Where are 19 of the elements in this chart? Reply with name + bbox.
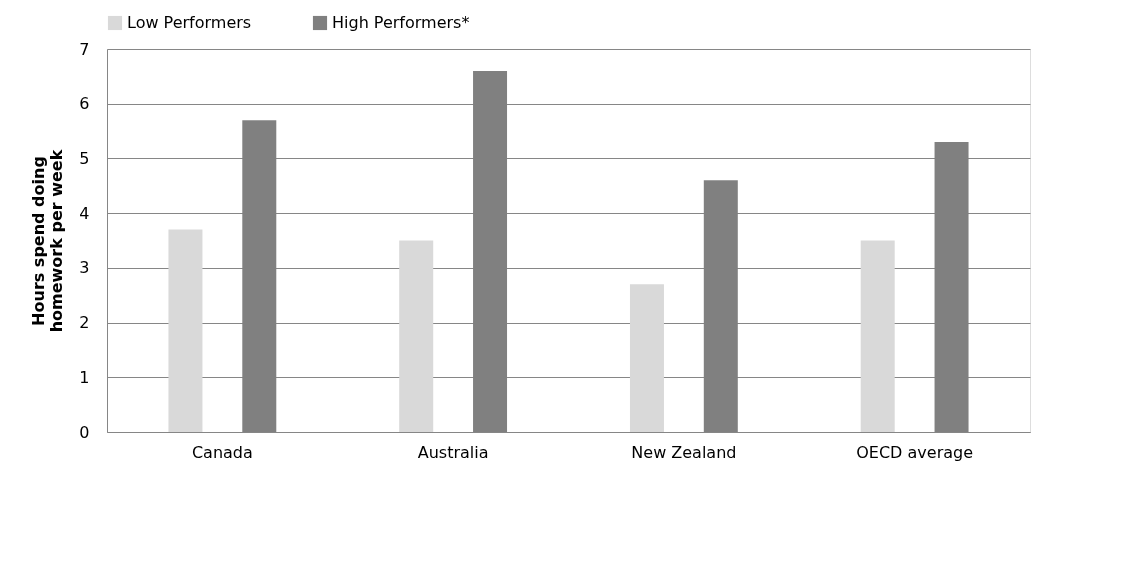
- x-tick-label: OECD average: [856, 442, 974, 462]
- bar: [399, 240, 434, 432]
- bar: [860, 240, 895, 432]
- x-tick-label: Canada: [191, 442, 253, 462]
- x-tick-label: New Zealand: [631, 442, 737, 462]
- legend-label: High Performers*: [332, 13, 470, 32]
- y-tick-label: 2: [79, 313, 90, 333]
- y-tick-label: 1: [79, 367, 90, 387]
- y-tick-label: 3: [79, 258, 90, 278]
- legend-label: Low Performers: [127, 13, 252, 32]
- y-tick-label: 6: [79, 94, 90, 114]
- bar: [168, 229, 203, 432]
- y-tick-label: 7: [79, 39, 90, 59]
- y-tick-label: 4: [79, 203, 90, 223]
- bar: [629, 284, 664, 432]
- y-tick-label: 5: [79, 148, 90, 168]
- y-axis-title: Hours spend doing homework per week: [29, 149, 67, 333]
- x-tick-label: Australia: [417, 442, 489, 462]
- y-tick-label: 0: [79, 422, 90, 442]
